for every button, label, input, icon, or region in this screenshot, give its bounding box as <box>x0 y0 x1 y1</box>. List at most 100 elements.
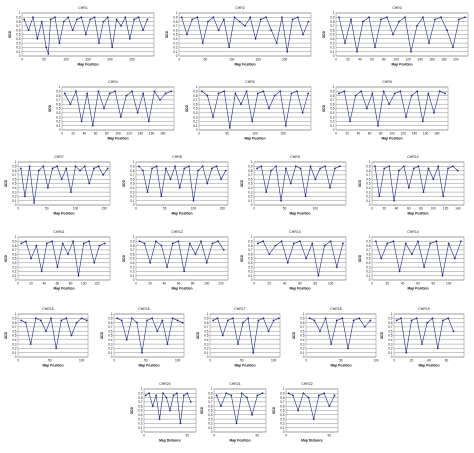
y-tick-label: 0.8 <box>173 20 178 24</box>
y-tick-label: 0.2 <box>300 347 305 351</box>
data-point <box>143 242 146 245</box>
y-tick-label: 0.4 <box>330 111 335 115</box>
y-tick-label: 0.7 <box>138 400 143 404</box>
y-tick-label: 0 <box>369 203 371 207</box>
x-axis-label: Map Position <box>42 364 63 368</box>
data-point <box>262 90 265 93</box>
data-point <box>189 401 192 403</box>
y-tick-label: 1 <box>15 312 17 316</box>
data-point <box>291 18 294 21</box>
y-tick-label: 0.7 <box>108 325 113 329</box>
data-point <box>305 257 308 260</box>
y-tick-label: 0 <box>15 355 17 359</box>
data-point <box>410 253 413 256</box>
y-tick-label: 0.7 <box>388 325 393 329</box>
x-tick-label: 60 <box>445 359 449 363</box>
data-point <box>24 321 27 324</box>
x-tick-label: 40 <box>43 282 47 286</box>
x-tick-label: 0 <box>143 434 145 438</box>
data-point <box>93 167 95 170</box>
y-tick-label: 0.3 <box>16 41 21 45</box>
y-tick-label: 0.5 <box>12 257 17 261</box>
data-point <box>398 20 400 23</box>
y-axis-label: SDD <box>196 331 200 339</box>
y-tick-label: 1 <box>211 387 213 391</box>
data-point <box>292 242 295 245</box>
chart-panel-22: CHR22 00.10.20.30.40.50.60.70.80.91 0 50 Map… <box>272 382 339 443</box>
y-tick-label: 0.3 <box>366 265 371 269</box>
data-point <box>102 174 104 176</box>
data-point <box>65 317 68 320</box>
data-point <box>377 124 379 127</box>
data-point <box>272 319 275 322</box>
y-tick-label: 0.3 <box>130 190 135 194</box>
chart-title: CHR2 <box>235 6 245 10</box>
y-tick-label: 0.4 <box>12 338 17 342</box>
x-tick-label: 0 <box>209 359 211 363</box>
x-axis-label: Map Position <box>289 212 310 216</box>
data-point <box>37 169 40 172</box>
series-line <box>117 317 183 353</box>
y-tick-label: 0.6 <box>138 404 143 408</box>
y-tick-label: 0.6 <box>173 28 178 32</box>
data-point <box>262 317 265 320</box>
x-tick-label: 0 <box>17 207 19 211</box>
data-point <box>36 37 39 40</box>
x-tick-label: 160 <box>429 58 435 62</box>
data-point <box>302 33 304 36</box>
x-tick-label: 50 <box>339 359 343 363</box>
chart-title: CHR9 <box>290 155 300 159</box>
y-tick-label: 0.1 <box>12 274 17 278</box>
y-tick-label: 1 <box>333 11 335 15</box>
data-point <box>102 20 105 23</box>
x-tick-label: 20 <box>382 207 386 211</box>
data-point <box>256 242 259 245</box>
data-point <box>383 167 386 170</box>
x-tick-label: 120 <box>401 132 407 136</box>
y-tick-label: 0 <box>15 278 17 282</box>
y-tick-label: 0.3 <box>330 115 335 119</box>
x-tick-label: 20 <box>410 359 414 363</box>
x-tick-label: 100 <box>73 207 79 211</box>
data-point <box>116 317 119 320</box>
data-point <box>164 92 167 95</box>
y-axis-label: SDD <box>185 104 189 112</box>
y-tick-label: 0.6 <box>204 329 209 333</box>
data-point <box>270 169 273 172</box>
data-point <box>128 37 131 40</box>
x-tick-label: 80 <box>314 282 318 286</box>
y-tick-label: 0.9 <box>208 392 213 396</box>
data-point <box>460 240 462 243</box>
y-tick-label: 0.9 <box>108 317 113 321</box>
data-point <box>456 169 459 172</box>
data-point <box>404 16 406 19</box>
x-tick-label: 0 <box>305 359 307 363</box>
data-point <box>131 90 133 93</box>
y-tick-label: 0.8 <box>248 169 253 173</box>
y-tick-label: 0.5 <box>12 334 17 338</box>
x-tick-label: 120 <box>443 207 449 211</box>
y-tick-label: 0.6 <box>300 329 305 333</box>
y-tick-label: 0.2 <box>12 195 17 199</box>
data-point <box>314 178 317 181</box>
y-axis-label: SDD <box>4 254 8 262</box>
y-tick-label: 1 <box>283 387 285 391</box>
chart-panel-10: CHR10 00.10.20.30.40.50.60.70.80.91 0 20 40 6… <box>358 155 465 216</box>
data-point <box>273 94 276 97</box>
y-tick-label: 0.8 <box>208 396 213 400</box>
data-point <box>311 242 314 245</box>
y-tick-label: 0.6 <box>280 404 285 408</box>
data-point <box>97 90 100 93</box>
y-tick-label: 1 <box>303 312 305 316</box>
data-point <box>286 261 289 264</box>
x-tick-label: 180 <box>441 58 447 62</box>
data-point <box>192 199 195 202</box>
data-point <box>91 124 94 127</box>
data-point <box>436 347 439 350</box>
data-point <box>386 242 389 245</box>
data-point <box>259 18 262 21</box>
data-point <box>160 195 163 198</box>
x-tick-label: 100 <box>271 359 277 363</box>
y-tick-label: 0.4 <box>280 413 285 417</box>
data-point <box>23 18 26 21</box>
